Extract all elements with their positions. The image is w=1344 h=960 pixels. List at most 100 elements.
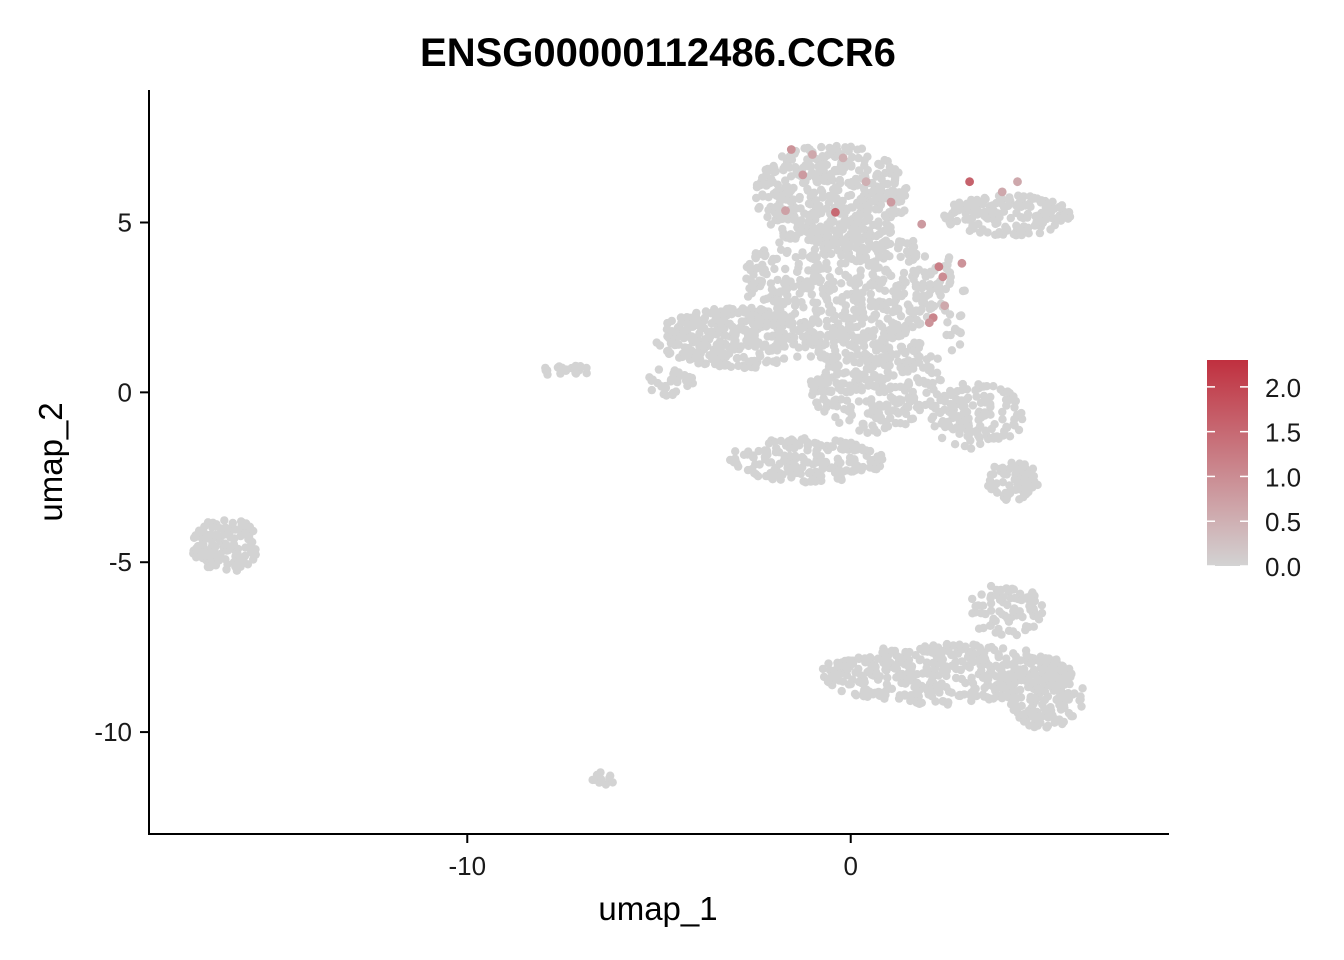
scatter-point [802, 320, 811, 329]
scatter-point [851, 292, 860, 301]
scatter-point [884, 343, 894, 352]
scatter-point [192, 544, 201, 553]
scatter-point [848, 314, 858, 323]
scatter-point [909, 346, 918, 356]
scatter-point [719, 315, 729, 325]
scatter-point [1024, 675, 1033, 684]
x-tick-label: -10 [448, 851, 486, 881]
scatter-point [816, 306, 826, 315]
scatter-point [800, 144, 809, 153]
scatter-point [887, 646, 896, 655]
scatter-point [828, 325, 838, 334]
scatter-point [790, 301, 800, 310]
scatter-point [978, 690, 987, 700]
legend-ticks: 0.0 0.5 1.0 1.5 2.0 [1207, 373, 1301, 582]
scatter-point [998, 644, 1008, 653]
scatter-point [968, 199, 978, 209]
scatter-point [841, 270, 850, 280]
scatter-point [892, 350, 901, 359]
scatter-point [671, 387, 681, 396]
scatter-point [851, 256, 861, 265]
scatter-point [972, 428, 981, 437]
scatter-point [732, 354, 742, 363]
scatter-point [860, 156, 869, 165]
scatter-point [818, 152, 827, 161]
scatter-point [934, 671, 943, 680]
scatter-point [206, 530, 216, 539]
scatter-point [716, 324, 726, 333]
scatter-point [752, 180, 762, 190]
scatter-point [1034, 615, 1044, 624]
scatter-point [1037, 601, 1047, 610]
scatter-point [703, 327, 713, 337]
expressing-point [798, 170, 808, 180]
scatter-point [934, 282, 944, 291]
scatter-point [775, 194, 785, 203]
scatter-point [821, 458, 831, 467]
scatter-point [844, 216, 853, 226]
scatter-point [812, 298, 822, 308]
scatter-point [817, 386, 827, 395]
scatter-point [813, 200, 822, 210]
scatter-point [766, 279, 776, 288]
scatter-point [809, 274, 818, 284]
scatter-point [1041, 203, 1051, 212]
scatter-point [1052, 214, 1062, 223]
scatter-point [1017, 202, 1026, 211]
scatter-point [945, 268, 954, 278]
scatter-point [888, 307, 897, 317]
scatter-point [875, 400, 884, 409]
scatter-point [923, 669, 932, 678]
scatter-point [816, 264, 825, 274]
scatter-point [946, 330, 955, 340]
scatter-point [211, 561, 221, 570]
scatter-point [1052, 695, 1061, 704]
scatter-point [1002, 423, 1012, 432]
legend-tick-label: 0.0 [1265, 552, 1301, 582]
scatter-point [837, 386, 846, 395]
scatter-point [908, 322, 917, 332]
scatter-point [827, 146, 836, 155]
scatter-point [798, 251, 807, 260]
scatter-point [736, 342, 746, 351]
scatter-point [744, 311, 753, 320]
scatter-point [961, 678, 970, 688]
scatter-point [992, 198, 1001, 208]
x-axis-ticks: -10 0 [448, 834, 858, 881]
scatter-point [978, 200, 988, 209]
scatter-point [916, 655, 925, 664]
scatter-point [1010, 475, 1019, 484]
scatter-point [858, 308, 868, 317]
scatter-point [854, 397, 864, 406]
scatter-point [856, 266, 865, 275]
scatter-point [722, 304, 732, 314]
scatter-point [1003, 226, 1012, 235]
scatter-point [962, 199, 971, 208]
scatter-point [878, 245, 887, 254]
scatter-point [710, 359, 720, 369]
scatter-point [817, 142, 826, 152]
scatter-point [887, 318, 897, 327]
chart-title: ENSG00000112486.CCR6 [420, 31, 896, 75]
scatter-point [962, 385, 972, 394]
scatter-point [223, 560, 232, 569]
scatter-point [870, 464, 879, 474]
scatter-point [818, 352, 827, 362]
scatter-point [760, 265, 769, 274]
scatter-point [928, 658, 937, 668]
expressing-point [997, 187, 1007, 197]
expressing-point [808, 150, 817, 159]
scatter-point [781, 264, 790, 274]
scatter-point [231, 525, 240, 534]
scatter-point [897, 238, 906, 247]
scatter-point [921, 400, 930, 410]
scatter-point [978, 208, 987, 218]
scatter-point [868, 327, 877, 336]
scatter-point [880, 155, 889, 165]
scatter-point [946, 220, 955, 229]
scatter-point [951, 664, 961, 674]
scatter-point [776, 214, 786, 224]
expressing-point [1013, 177, 1022, 187]
scatter-point [824, 659, 833, 668]
scatter-point [1049, 204, 1059, 213]
